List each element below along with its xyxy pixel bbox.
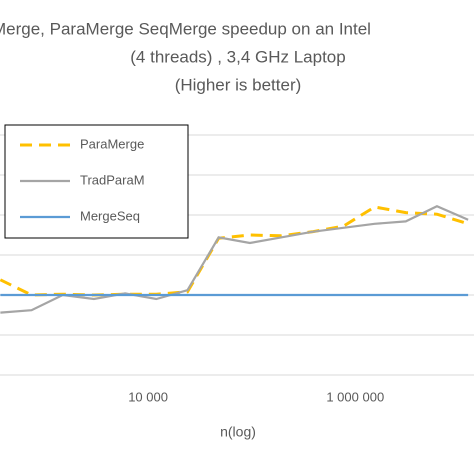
legend-label: TradParaM <box>80 172 145 187</box>
x-axis-label: n(log) <box>220 424 256 440</box>
legend-label: MergeSeq <box>80 208 140 223</box>
chart-subtitle: (4 threads) , 3,4 GHz Laptop <box>130 47 345 66</box>
chart-title: Merge, ParaMerge SeqMerge speedup on an … <box>0 19 371 38</box>
series-line <box>0 204 469 314</box>
chart-subtitle: (Higher is better) <box>175 75 302 94</box>
legend-label: ParaMerge <box>80 136 144 151</box>
x-tick-label: 1 000 000 <box>326 389 384 404</box>
x-tick-label: 10 000 <box>128 389 168 404</box>
